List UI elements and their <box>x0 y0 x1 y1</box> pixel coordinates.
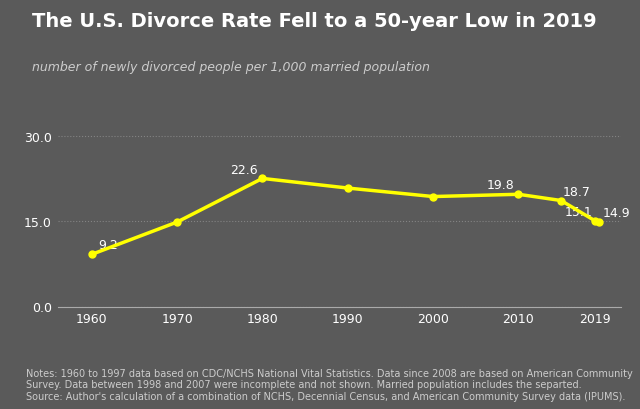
Text: 9.2: 9.2 <box>99 238 118 252</box>
Text: 18.7: 18.7 <box>563 185 591 198</box>
Text: The U.S. Divorce Rate Fell to a 50-year Low in 2019: The U.S. Divorce Rate Fell to a 50-year … <box>32 12 596 31</box>
Text: 14.9: 14.9 <box>603 207 630 220</box>
Text: 15.1: 15.1 <box>565 206 593 218</box>
Text: number of newly divorced people per 1,000 married population: number of newly divorced people per 1,00… <box>32 61 430 74</box>
Text: 19.8: 19.8 <box>486 179 514 192</box>
Text: Notes: 1960 to 1997 data based on CDC/NCHS National Vital Statistics. Data since: Notes: 1960 to 1997 data based on CDC/NC… <box>26 368 632 401</box>
Text: 22.6: 22.6 <box>230 163 258 176</box>
